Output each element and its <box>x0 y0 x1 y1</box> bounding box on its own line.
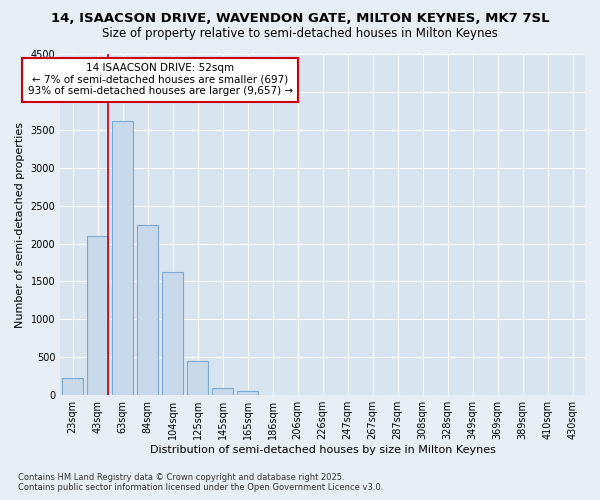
Text: Size of property relative to semi-detached houses in Milton Keynes: Size of property relative to semi-detach… <box>102 28 498 40</box>
Bar <box>187 361 208 395</box>
Bar <box>87 236 108 395</box>
Bar <box>62 378 83 395</box>
Y-axis label: Number of semi-detached properties: Number of semi-detached properties <box>15 122 25 328</box>
Text: Contains HM Land Registry data © Crown copyright and database right 2025.
Contai: Contains HM Land Registry data © Crown c… <box>18 473 383 492</box>
Bar <box>137 224 158 395</box>
X-axis label: Distribution of semi-detached houses by size in Milton Keynes: Distribution of semi-detached houses by … <box>149 445 496 455</box>
Bar <box>212 388 233 395</box>
Bar <box>112 120 133 395</box>
Text: 14, ISAACSON DRIVE, WAVENDON GATE, MILTON KEYNES, MK7 7SL: 14, ISAACSON DRIVE, WAVENDON GATE, MILTO… <box>50 12 550 26</box>
Bar <box>162 272 183 395</box>
Text: 14 ISAACSON DRIVE: 52sqm
← 7% of semi-detached houses are smaller (697)
93% of s: 14 ISAACSON DRIVE: 52sqm ← 7% of semi-de… <box>28 63 293 96</box>
Bar <box>237 391 258 395</box>
